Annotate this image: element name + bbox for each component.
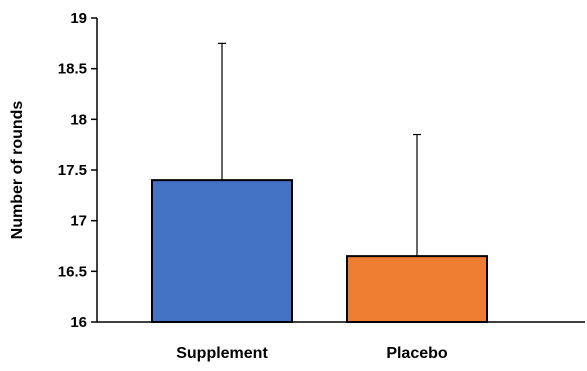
y-tick-label: 16 [70,314,87,331]
y-tick-label: 18.5 [58,61,87,78]
y-tick-label: 17.5 [58,162,87,179]
y-tick-label: 18 [70,111,87,128]
x-tick-label: Placebo [386,345,448,362]
plot-area: 16 16.5 17 17.5 18 18.5 19 Supplement Placebo [58,10,585,362]
y-tick-label: 16.5 [58,263,87,280]
x-tick-label: Supplement [176,345,268,362]
y-tick-label: 19 [70,10,87,27]
y-axis-title: Number of rounds [9,101,26,240]
y-tick-label: 17 [70,213,87,230]
bar-supplement [151,179,293,323]
bar-placebo [346,255,488,323]
